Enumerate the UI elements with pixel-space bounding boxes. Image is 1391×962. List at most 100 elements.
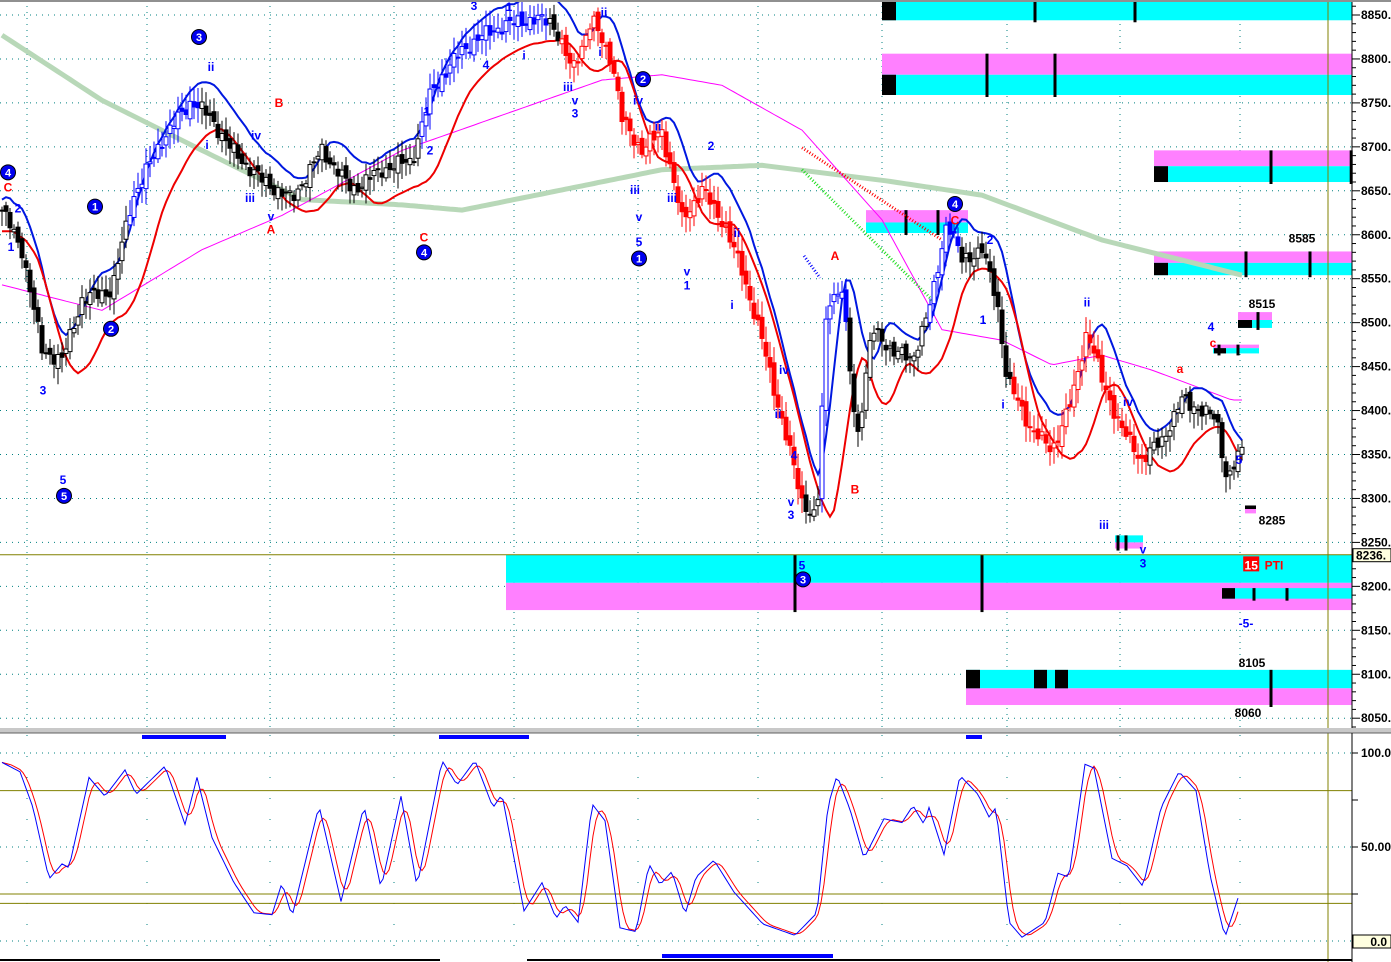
candle-body [503, 20, 509, 33]
candle [67, 318, 73, 360]
price-tick-label: 8200. [1361, 579, 1391, 593]
wave-label-text: 4 [5, 167, 12, 179]
candle-body [535, 14, 541, 21]
candle-body [195, 102, 201, 109]
wave-label: iv [1123, 395, 1133, 409]
candle [1179, 389, 1185, 419]
zone-price-label: 8515 [1249, 297, 1276, 311]
long-moving-average-line [0, 33, 1243, 278]
price-pane-background [0, 0, 1352, 728]
candle-body [947, 221, 953, 235]
candle [1027, 411, 1033, 442]
candle [631, 128, 637, 159]
candle-body [691, 200, 697, 217]
zone-band-cyan [1115, 535, 1143, 543]
candle-body [339, 169, 345, 177]
zone-block [1245, 505, 1256, 509]
candle [703, 175, 709, 203]
wave-label: c [1210, 336, 1217, 350]
wave-label: 3 [40, 383, 47, 397]
candle-body [1195, 408, 1201, 411]
candle [1059, 409, 1065, 459]
wave-label: 2 [15, 201, 22, 215]
candle-body [1027, 426, 1033, 429]
candle [1083, 317, 1089, 373]
candle-body [855, 413, 861, 432]
candle [571, 53, 577, 83]
candle [367, 166, 373, 195]
candle [795, 453, 801, 505]
candle-body [355, 182, 361, 193]
candle-body [683, 206, 689, 218]
wave-label: C [951, 214, 960, 228]
candle [991, 255, 997, 311]
price-tick-label: 8750. [1361, 96, 1391, 110]
candle [307, 160, 313, 202]
candle-body [767, 357, 773, 368]
candle [123, 205, 129, 249]
zone-band-magenta [1213, 344, 1259, 349]
candle-body [1159, 436, 1165, 447]
candle-body [791, 446, 797, 466]
candle [567, 45, 573, 79]
stoch-tick-label: 50.00 [1361, 840, 1391, 854]
candle [579, 39, 585, 67]
candle [555, 22, 561, 46]
candle-body [639, 137, 645, 155]
candle-body [31, 287, 37, 310]
candle-body [451, 53, 457, 68]
candle-body [903, 343, 909, 361]
candle-body [475, 34, 481, 41]
candle [427, 73, 433, 130]
wave-label: i [598, 45, 601, 59]
candle [1039, 416, 1045, 441]
candle-body [695, 198, 701, 203]
wave-label: 3 [1140, 556, 1147, 570]
candle [1095, 334, 1101, 362]
wave-circle [631, 250, 647, 267]
candle-body [343, 165, 349, 179]
candle [499, 17, 505, 41]
candle-body [295, 188, 301, 201]
candle-body [171, 125, 177, 129]
candle [3, 201, 9, 227]
wave-label: 2 [427, 143, 434, 157]
wave-circle [87, 198, 103, 215]
candle [423, 97, 429, 142]
zone-block [966, 669, 980, 689]
candle-body [603, 44, 609, 47]
wave-label: ii [734, 226, 741, 240]
candle [327, 151, 333, 169]
wave-label: 5 [636, 235, 643, 249]
candle [175, 96, 181, 143]
wave-label: a [1177, 362, 1184, 376]
candle-body [307, 164, 313, 188]
candle-body [1171, 411, 1177, 427]
price-tick-label: 8550. [1361, 272, 1391, 286]
candle-body [567, 52, 573, 64]
candle [1119, 407, 1125, 437]
candle-body [859, 411, 865, 429]
candle [1103, 371, 1109, 403]
candle [955, 227, 961, 253]
wave-label-text: 5 [61, 491, 67, 503]
candle-body [391, 168, 397, 171]
candle-body [335, 168, 341, 177]
candle-body [347, 178, 353, 192]
candle-body [271, 185, 277, 196]
candle [1235, 444, 1241, 478]
candle-body [1135, 454, 1141, 459]
wave-label: ii [208, 60, 215, 74]
circled-wave-label: 3 [191, 28, 207, 45]
candle [267, 166, 273, 195]
candle [519, 0, 525, 38]
candle-body [1095, 349, 1101, 359]
wave-circle [947, 195, 963, 212]
candle [215, 111, 221, 145]
candle-body [1055, 440, 1061, 443]
candle [287, 185, 293, 208]
candle [143, 148, 149, 205]
candle-body [927, 304, 933, 323]
candle-body [879, 328, 885, 342]
